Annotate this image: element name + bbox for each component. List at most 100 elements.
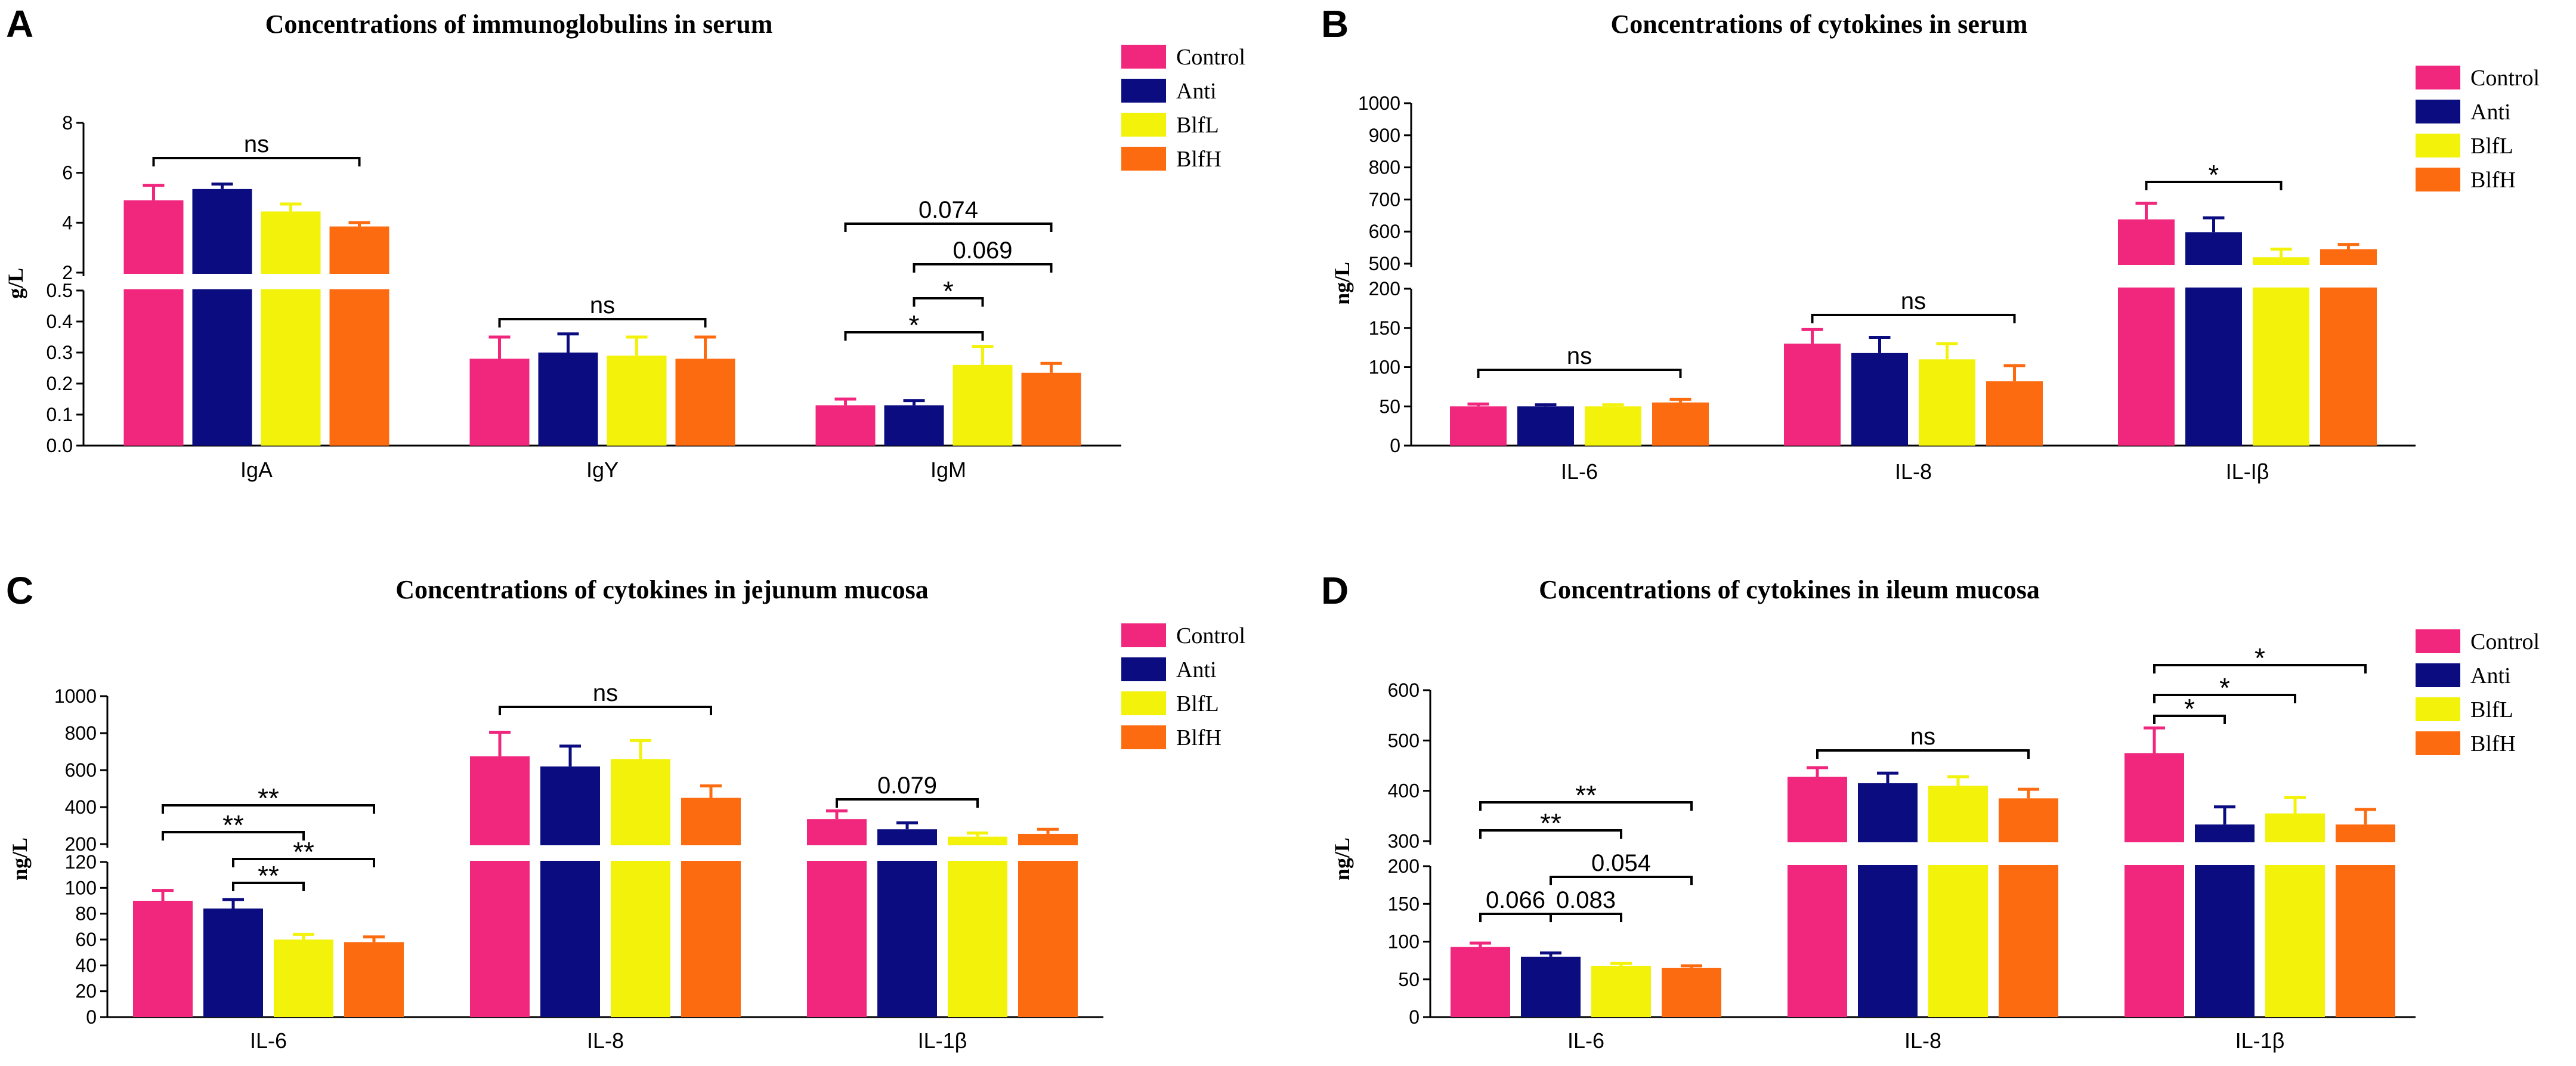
bracket-label: ns	[593, 680, 618, 706]
y-tick-label: 200	[65, 833, 97, 855]
legend-swatch-BlfL	[2416, 697, 2460, 721]
bar-BlfL-IL-6	[1591, 965, 1651, 1017]
bracket-line	[1479, 913, 1552, 922]
bracket-line	[2145, 181, 2283, 190]
y-tick-label: 500	[1388, 730, 1420, 751]
significance-bracket: ns	[1816, 724, 2030, 759]
bar-BlfH-IL-8	[681, 798, 741, 1017]
bar-BlfL-IL-6	[274, 940, 333, 1017]
significance-bracket: **	[232, 836, 375, 867]
axis-break	[1403, 265, 2419, 288]
chart-title: Concentrations of cytokines in ileum muc…	[1539, 575, 2040, 604]
bracket-line	[1479, 801, 1693, 811]
chart-title: Concentrations of cytokines in jejunum m…	[395, 575, 928, 604]
legend-swatch-BlfL	[1121, 113, 1166, 137]
legend-swatch-BlfH	[1121, 147, 1166, 171]
legend-swatch-Anti	[1121, 657, 1166, 681]
significance-bracket: 0.069	[913, 237, 1053, 273]
y-tick-label: 900	[1369, 125, 1400, 146]
axis-break	[75, 274, 1125, 289]
legend-label-BlfH: BlfH	[2470, 731, 2516, 756]
bar-Control-IL-8	[470, 756, 530, 1017]
significance-bracket: ns	[1811, 288, 2016, 323]
bracket-label: **	[258, 783, 279, 814]
y-tick-label: 100	[1369, 357, 1400, 378]
panel-letter-A: A	[6, 2, 33, 45]
bracket-label: ns	[244, 131, 269, 157]
significance-bracket: 0.074	[844, 197, 1053, 232]
x-category-label: IL-1β	[918, 1028, 967, 1053]
bar-Control-IgA	[123, 200, 184, 446]
y-tick-label: 600	[1369, 221, 1400, 242]
bracket-line	[498, 318, 707, 327]
x-category-label: IL-8	[1895, 459, 1932, 484]
bar-Control-IL-6	[1451, 947, 1510, 1017]
bar-Control-IL-8	[1784, 344, 1841, 446]
legend-swatch-Anti	[1121, 79, 1166, 103]
legend-swatch-Anti	[2416, 100, 2460, 123]
legend-swatch-BlfL	[2416, 134, 2460, 157]
significance-bracket: **	[162, 809, 305, 841]
bracket-line	[913, 297, 984, 307]
y-tick-label: 0.2	[47, 373, 73, 394]
y-tick-label: 600	[1388, 679, 1420, 701]
y-tick-label: 0.0	[47, 435, 73, 456]
bracket-line	[1550, 876, 1693, 885]
bar-Control-IL-6	[133, 901, 193, 1017]
bar-Control-IL-6	[1450, 406, 1507, 446]
legend-label-Anti: Anti	[2470, 663, 2511, 688]
y-axis-label: ng/L	[1330, 262, 1354, 305]
x-category-label: IgA	[240, 458, 273, 482]
bar-BlfH-IgY	[675, 359, 735, 446]
legend-swatch-Control	[2416, 66, 2460, 89]
bar-BlfH-IL-8	[1986, 381, 2043, 446]
y-tick-label: 400	[1388, 780, 1420, 802]
bar-BlfH-IL-1β	[1018, 833, 1078, 1017]
bar-Anti-IL-8	[1851, 353, 1908, 446]
bracket-label: **	[293, 836, 314, 867]
legend-swatch-Control	[1121, 45, 1166, 69]
significance-bracket: **	[1479, 808, 1622, 839]
x-category-label: IgM	[930, 458, 966, 482]
legend-swatch-BlfH	[2416, 731, 2460, 755]
significance-bracket: ns	[498, 292, 707, 327]
bar-Control-IL-Iβ	[2118, 219, 2175, 446]
legend: Control Anti BlfL BlfH	[1121, 623, 1245, 750]
bracket-line	[836, 798, 979, 808]
legend-label-BlfL: BlfL	[2470, 134, 2513, 159]
bar-BlfH-IL-8	[1999, 798, 2058, 1017]
y-tick-label: 1000	[54, 685, 97, 707]
significance-bracket: *	[2153, 672, 2296, 703]
bracket-line	[1811, 314, 2016, 323]
bar-BlfL-IL-Iβ	[2253, 257, 2309, 446]
bar-BlfH-IgA	[329, 226, 389, 446]
legend: Control Anti BlfL BlfH	[1121, 45, 1245, 172]
legend-label-BlfL: BlfL	[1176, 113, 1219, 138]
legend-label-BlfL: BlfL	[2470, 697, 2513, 722]
y-tick-label: 0.4	[47, 311, 73, 332]
bracket-label: **	[1540, 808, 1561, 839]
bar-Anti-IL-6	[1521, 956, 1581, 1017]
significance-bracket: 0.079	[836, 773, 979, 808]
legend-label-Anti: Anti	[2470, 100, 2511, 125]
bracket-label: *	[2255, 642, 2265, 673]
y-tick-label: 200	[1388, 855, 1420, 877]
legend-label-Control: Control	[2470, 66, 2540, 91]
y-tick-label: 20	[75, 981, 97, 1002]
y-tick-label: 0	[86, 1006, 97, 1028]
y-axis-label: ng/L	[8, 838, 32, 880]
bracket-line	[844, 331, 984, 341]
y-tick-label: 500	[1369, 253, 1400, 274]
legend-swatch-Control	[1121, 623, 1166, 647]
bracket-line	[2153, 715, 2226, 724]
bracket-label: *	[2184, 693, 2195, 724]
bracket-line	[1816, 749, 2030, 759]
legend-label-Anti: Anti	[1176, 79, 1217, 104]
bracket-label: ns	[1910, 724, 1935, 750]
y-tick-label: 8	[62, 112, 73, 134]
panel-letter-D: D	[1321, 569, 1349, 612]
bar-Anti-IL-8	[540, 766, 600, 1017]
significance-bracket: 0.083	[1550, 887, 1622, 922]
significance-bracket: ns	[499, 680, 712, 715]
